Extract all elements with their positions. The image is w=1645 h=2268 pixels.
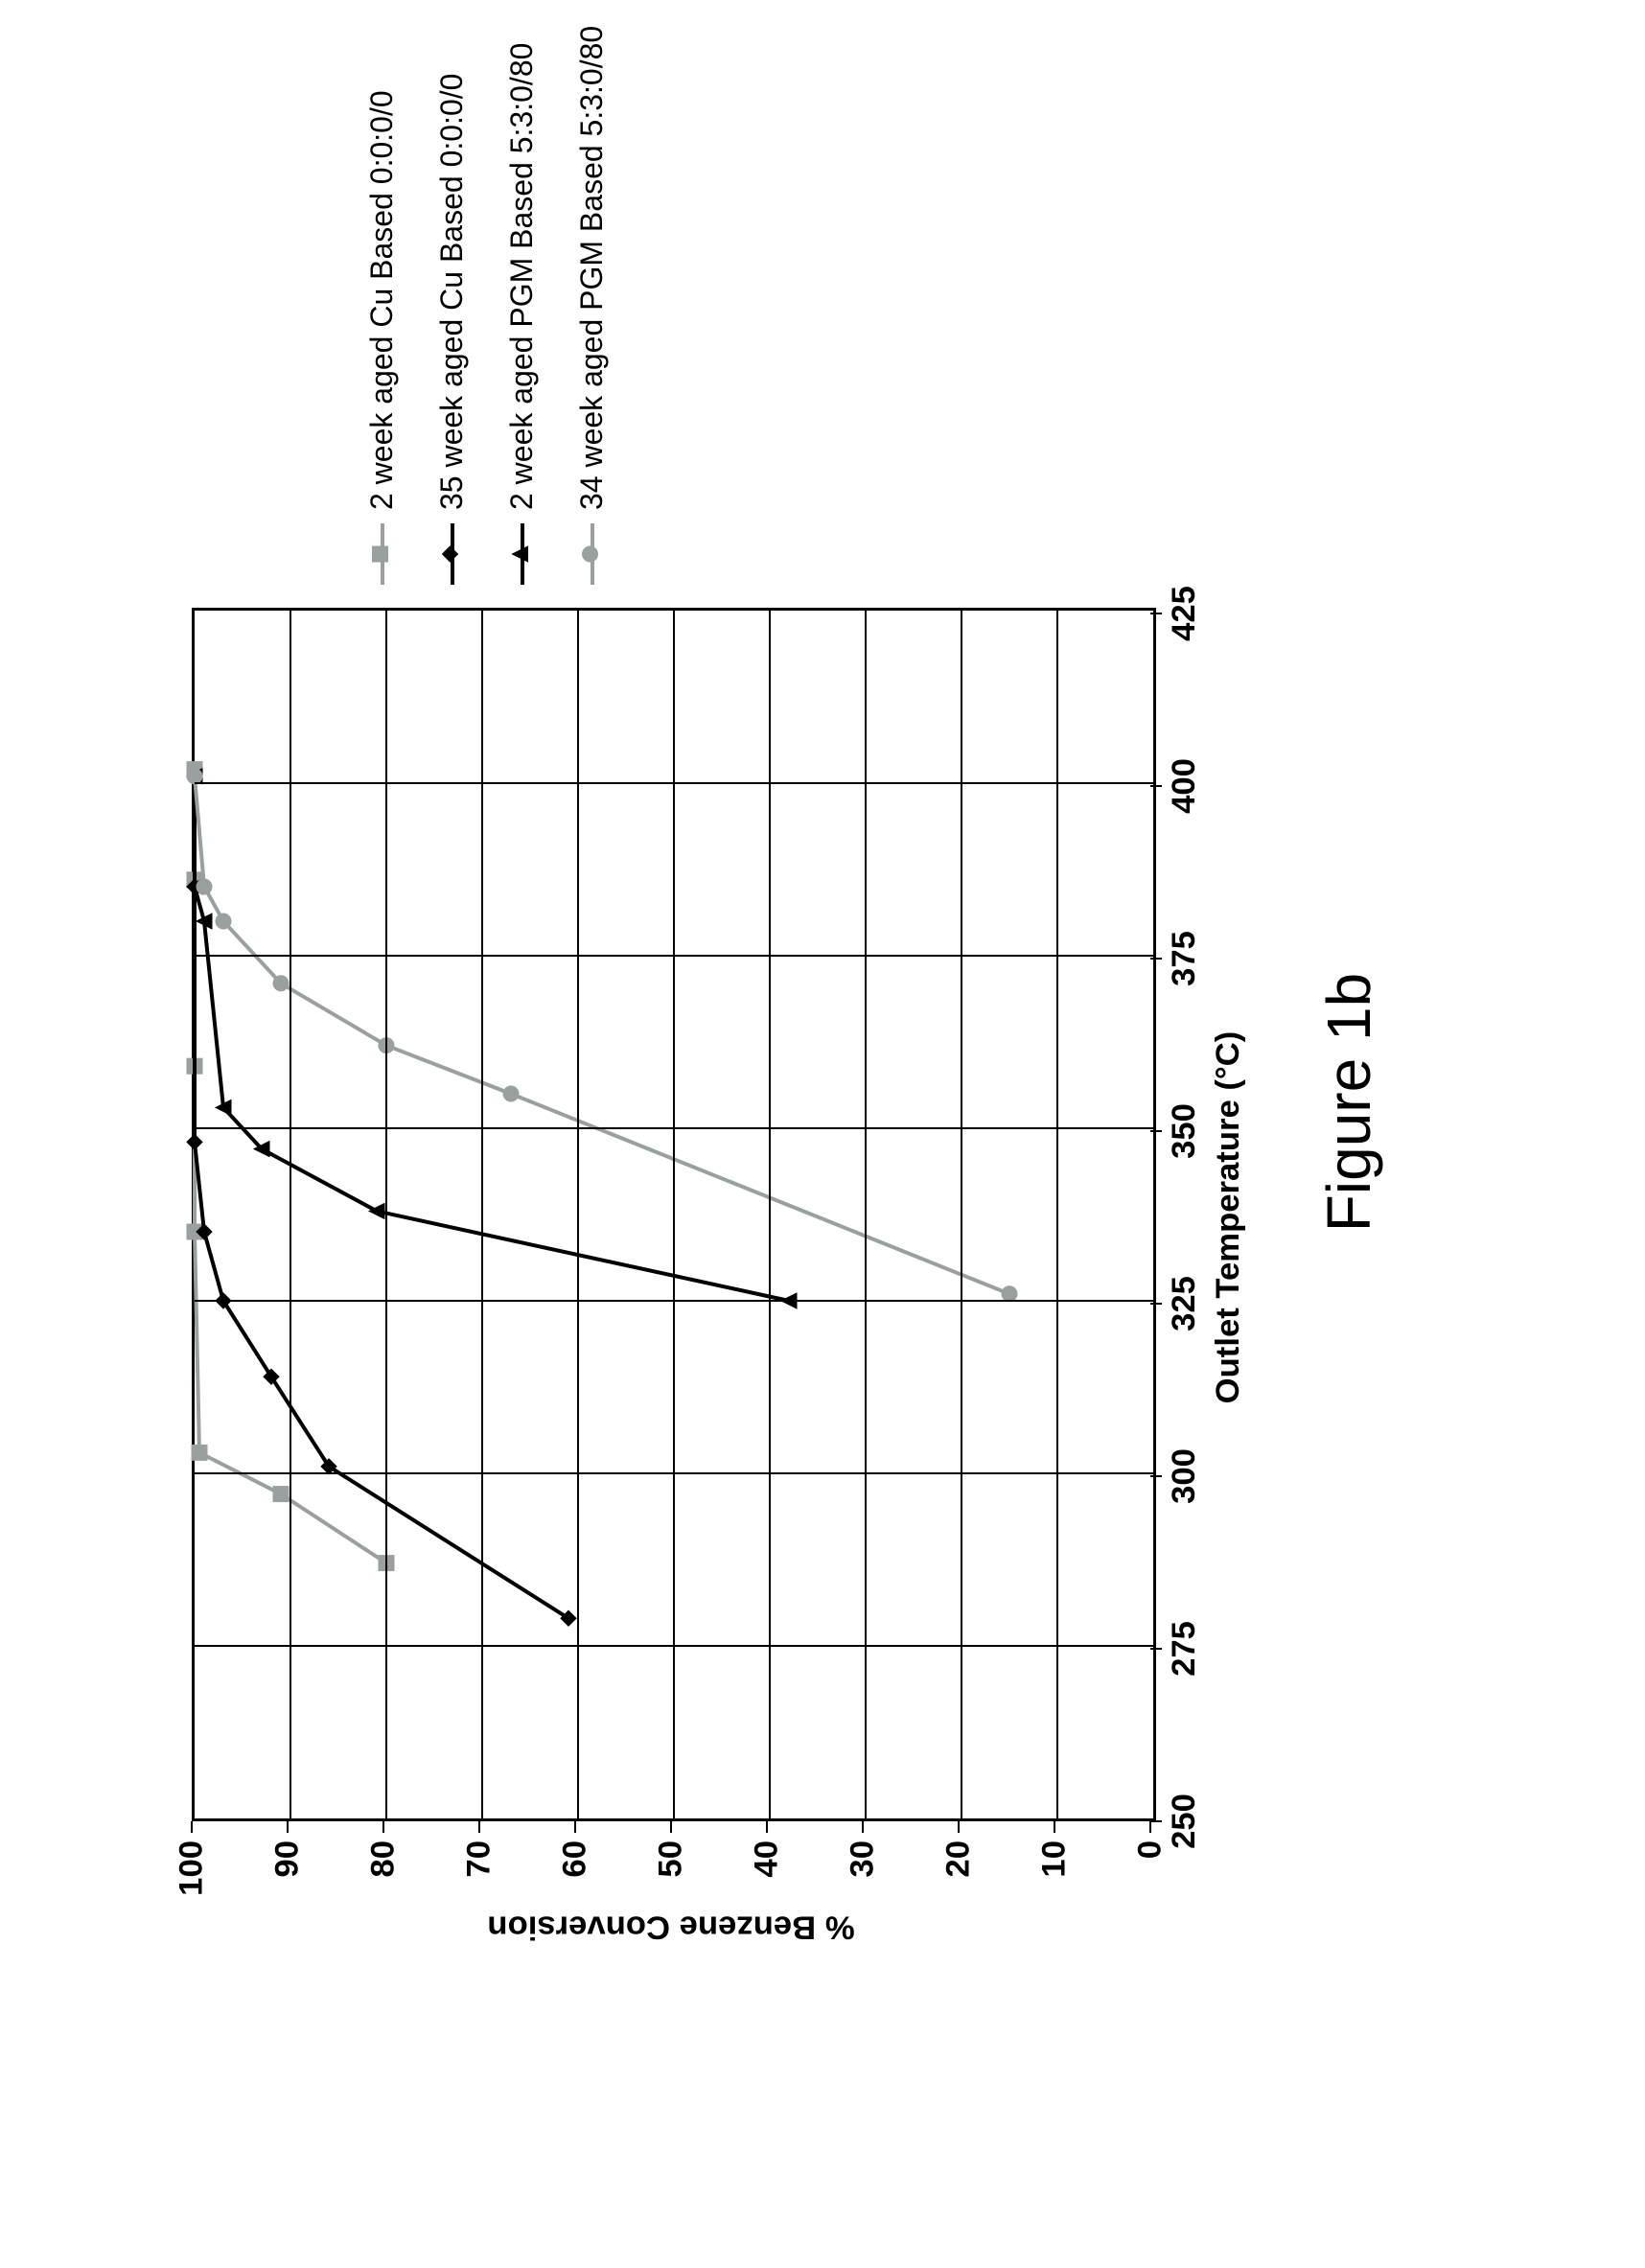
- y-tick: [287, 1821, 289, 1833]
- legend-item-cu_2wk: 2 week aged Cu Based 0:0:0/0: [364, 26, 400, 585]
- x-tick: [1150, 1130, 1162, 1132]
- x-tick-label: 375: [1166, 931, 1203, 986]
- series-marker-cu_2wk: [192, 1445, 207, 1460]
- y-axis-label: % Benzene Conversion: [487, 1909, 854, 1946]
- x-tick-label: 325: [1166, 1276, 1203, 1331]
- y-tick-label: 60: [557, 1840, 594, 1878]
- y-tick: [1054, 1821, 1055, 1833]
- y-tick: [478, 1821, 480, 1833]
- gridline-y: [1056, 611, 1058, 1818]
- y-tick: [382, 1821, 384, 1833]
- legend-label: 2 week aged PGM Based 5:3:0/80: [504, 43, 540, 510]
- y-tick: [574, 1821, 576, 1833]
- y-tick-label: 30: [845, 1840, 882, 1878]
- circle-icon: [580, 544, 604, 564]
- legend-swatch: [441, 523, 464, 585]
- legend-label: 2 week aged Cu Based 0:0:0/0: [364, 90, 400, 510]
- x-tick: [1150, 1303, 1162, 1305]
- y-tick-label: 50: [653, 1840, 690, 1878]
- y-tick: [766, 1821, 768, 1833]
- gridline-y: [577, 611, 579, 1818]
- gridline-y: [290, 611, 291, 1818]
- triangle-icon: [510, 544, 534, 564]
- legend-swatch: [511, 523, 534, 585]
- x-tick: [1150, 613, 1162, 614]
- diamond-icon: [440, 544, 464, 564]
- legend-item-cu_35wk: 35 week aged Cu Based 0:0:0/0: [434, 26, 470, 585]
- y-tick-label: 90: [269, 1840, 307, 1878]
- series-marker-pgm_2wk: [369, 1203, 384, 1218]
- legend-item-pgm_34wk: 34 week aged PGM Based 5:3:0/80: [574, 26, 610, 585]
- gridline-y: [961, 611, 962, 1818]
- x-tick: [1150, 958, 1162, 960]
- y-tick: [191, 1821, 193, 1833]
- x-tick-label: 350: [1166, 1103, 1203, 1159]
- x-tick-label: 425: [1166, 586, 1203, 641]
- plot-frame: [192, 608, 1156, 1821]
- legend-label: 35 week aged Cu Based 0:0:0/0: [434, 74, 470, 510]
- x-tick-label: 400: [1166, 758, 1203, 814]
- x-tick: [1150, 1820, 1162, 1822]
- y-tick-label: 0: [1132, 1840, 1170, 1859]
- x-tick-label: 250: [1166, 1794, 1203, 1849]
- page: % Benzene Conversion Outlet Temperature …: [0, 0, 1645, 2268]
- y-tick: [958, 1821, 960, 1833]
- legend-label: 34 week aged PGM Based 5:3:0/80: [574, 26, 610, 510]
- chart-outer: % Benzene Conversion Outlet Temperature …: [153, 144, 1495, 1965]
- series-marker-cu_35wk: [187, 1134, 202, 1149]
- x-tick: [1150, 785, 1162, 787]
- square-icon: [370, 544, 394, 564]
- gridline-y: [769, 611, 771, 1818]
- y-tick-label: 80: [365, 1840, 403, 1878]
- x-tick: [1150, 1475, 1162, 1477]
- legend-item-pgm_2wk: 2 week aged PGM Based 5:3:0/80: [504, 26, 540, 585]
- series-marker-pgm_34wk: [273, 976, 289, 991]
- legend-swatch: [581, 523, 604, 585]
- legend-swatch: [371, 523, 394, 585]
- gridline-y: [673, 611, 675, 1818]
- series-line-pgm_34wk: [195, 776, 1009, 1294]
- x-tick: [1150, 1648, 1162, 1650]
- series-marker-cu_2wk: [273, 1487, 289, 1502]
- series-line-pgm_2wk: [195, 776, 789, 1301]
- y-tick: [1149, 1821, 1151, 1833]
- series-line-cu_35wk: [195, 776, 568, 1618]
- x-tick-label: 275: [1166, 1621, 1203, 1677]
- y-tick: [670, 1821, 672, 1833]
- x-axis-label: Outlet Temperature (°C): [1210, 1031, 1247, 1404]
- series-marker-pgm_34wk: [216, 914, 231, 929]
- figure-caption: Figure 1b: [1313, 973, 1384, 1232]
- y-tick-label: 70: [461, 1840, 498, 1878]
- series-marker-pgm_34wk: [197, 879, 212, 894]
- x-tick-label: 300: [1166, 1448, 1203, 1504]
- y-tick-label: 100: [174, 1840, 211, 1896]
- y-tick-label: 10: [1036, 1840, 1074, 1878]
- gridline-y: [385, 611, 387, 1818]
- rotated-chart-shell: % Benzene Conversion Outlet Temperature …: [153, 144, 1495, 1965]
- y-tick: [862, 1821, 864, 1833]
- gridline-y: [481, 611, 483, 1818]
- legend: 2 week aged Cu Based 0:0:0/0 35 week aged…: [364, 26, 610, 585]
- y-tick-label: 20: [940, 1840, 978, 1878]
- y-tick-label: 40: [749, 1840, 786, 1878]
- series-marker-pgm_34wk: [503, 1086, 519, 1101]
- gridline-y: [865, 611, 867, 1818]
